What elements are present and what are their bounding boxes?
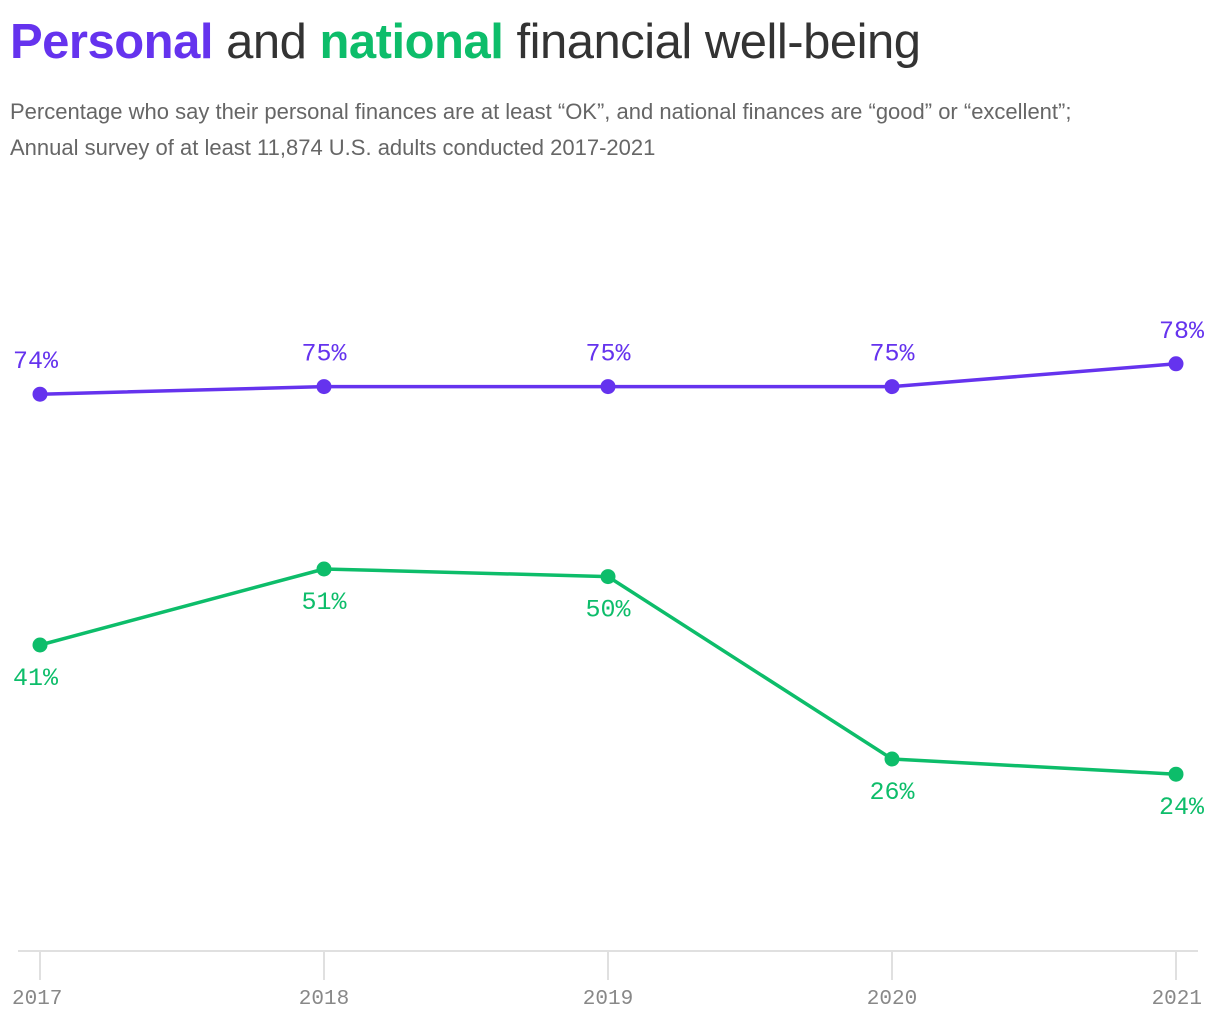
national-label-2018: 51%	[301, 588, 347, 617]
national-label-2017: 41%	[13, 664, 59, 693]
chart-title: Personal and national financial well-bei…	[10, 10, 921, 74]
title-personal-word: Personal	[10, 15, 213, 69]
national-point-2017	[32, 637, 48, 653]
national-label-2021: 24%	[1159, 793, 1205, 822]
x-tick-label-2021: 2021	[1152, 988, 1202, 1011]
personal-point-2020	[884, 379, 900, 395]
x-tick-label-2020: 2020	[867, 988, 917, 1011]
personal-label-2017: 74%	[13, 347, 59, 376]
x-tick-label-2019: 2019	[583, 988, 633, 1011]
personal-point-2018	[316, 379, 332, 395]
title-rest: financial well-being	[516, 15, 921, 69]
national-label-2019: 50%	[585, 596, 631, 625]
national-label-2020: 26%	[869, 778, 915, 807]
chart-subtitle: Percentage who say their personal financ…	[10, 94, 1210, 166]
x-tick-label-2017: 2017	[12, 988, 62, 1011]
personal-label-2021: 78%	[1159, 317, 1205, 346]
subtitle-line-2: Annual survey of at least 11,874 U.S. ad…	[10, 135, 656, 160]
national-point-2021	[1168, 766, 1184, 782]
national-point-2018	[316, 561, 332, 577]
personal-point-2021	[1168, 356, 1184, 372]
x-tick-label-2018: 2018	[299, 988, 349, 1011]
personal-label-2018: 75%	[301, 340, 347, 369]
personal-label-2020: 75%	[869, 340, 915, 369]
title-and-word: and	[226, 15, 307, 69]
personal-point-2017	[32, 386, 48, 402]
national-point-2019	[600, 569, 616, 585]
subtitle-line-1: Percentage who say their personal financ…	[10, 99, 1072, 124]
personal-label-2019: 75%	[585, 340, 631, 369]
title-national-word: national	[319, 15, 504, 69]
national-point-2020	[884, 751, 900, 767]
personal-point-2019	[600, 379, 616, 395]
